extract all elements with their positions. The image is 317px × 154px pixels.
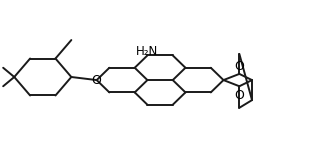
Text: O: O bbox=[92, 74, 102, 87]
Text: O: O bbox=[234, 89, 244, 102]
Text: H₂N: H₂N bbox=[136, 45, 158, 58]
Text: O: O bbox=[234, 60, 244, 73]
